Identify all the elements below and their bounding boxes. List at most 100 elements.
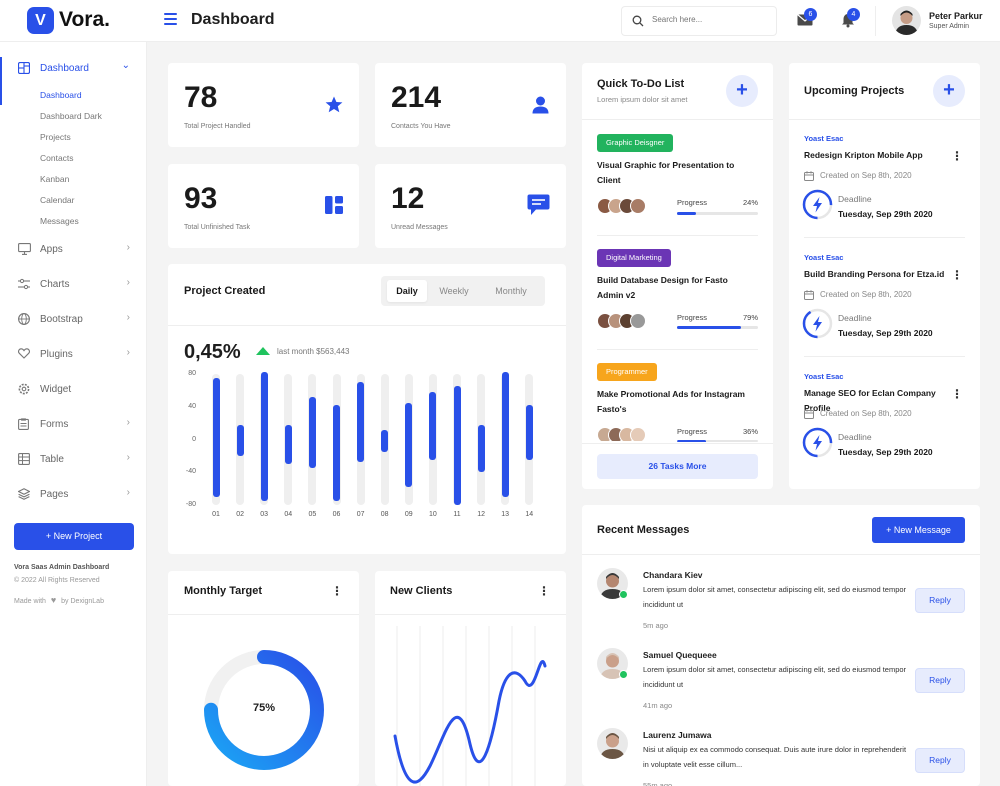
chevron-down-icon: ⌄ [121, 60, 130, 71]
bar-08[interactable] [381, 429, 389, 452]
sidebar-item-bootstrap[interactable]: Bootstrap › [18, 312, 130, 328]
stat-label: Contacts You Have [391, 123, 451, 130]
submenu-dashboard[interactable]: Dashboard [40, 90, 82, 100]
bar-07[interactable] [357, 382, 365, 463]
search-input[interactable] [652, 15, 767, 24]
bar-12[interactable] [477, 424, 485, 473]
chevron-right-icon: › [126, 312, 130, 323]
submenu-messages[interactable]: Messages [40, 216, 79, 226]
project-title[interactable]: Redesign Kripton Mobile App [804, 150, 923, 160]
task-title[interactable]: Make Promotional Ads for Instagram Fasto… [597, 389, 745, 414]
bar-04[interactable] [284, 424, 292, 465]
add-task-button[interactable]: + [726, 75, 758, 107]
sidebar-item-dashboard[interactable]: Dashboard ⌄ [18, 60, 130, 77]
x-tick-label: 14 [525, 511, 534, 518]
submenu-contacts[interactable]: Contacts [40, 153, 74, 163]
bar-05[interactable] [308, 396, 316, 469]
project-client[interactable]: Yoast Esac [804, 134, 844, 143]
more-options-icon[interactable]: ⋮ [951, 387, 963, 401]
more-options-icon[interactable]: ⋮ [951, 149, 963, 163]
user-name[interactable]: Peter Parkur [929, 11, 983, 21]
bar-13[interactable] [501, 372, 509, 497]
sidebar-item-table[interactable]: Table › [18, 452, 130, 468]
more-options-icon[interactable]: ⋮ [331, 584, 343, 598]
chevron-right-icon: › [126, 452, 130, 463]
item-divider [804, 237, 965, 238]
layout-icon [325, 196, 343, 214]
stat-card-messages: 12 Unread Messages [375, 164, 566, 248]
sender-name[interactable]: Samuel Quequeee [643, 650, 717, 660]
bar-11[interactable] [453, 386, 461, 505]
avatar [630, 313, 646, 329]
chat-icon [527, 194, 550, 215]
stat-card-tasks: 93 Total Unfinished Task [168, 164, 359, 248]
sidebar-item-apps[interactable]: Apps › [18, 242, 130, 258]
reply-button[interactable]: Reply [915, 748, 965, 773]
deadline-progress-icon [802, 427, 833, 458]
sidebar-item-label: Charts [40, 279, 70, 290]
card-title: Monthly Target [184, 585, 263, 597]
new-message-button[interactable]: + New Message [872, 517, 965, 543]
new-project-button[interactable]: + New Project [14, 523, 134, 550]
tab-weekly[interactable]: Weekly [439, 286, 469, 296]
task-title[interactable]: Build Database Design for Fasto Admin v2 [597, 275, 728, 300]
card-title: New Clients [390, 585, 453, 597]
tab-monthly[interactable]: Monthly [495, 286, 527, 296]
sender-name[interactable]: Laurenz Jumawa [643, 730, 712, 740]
reply-button[interactable]: Reply [915, 588, 965, 613]
submenu-kanban[interactable]: Kanban [40, 174, 70, 184]
chevron-right-icon: › [126, 347, 130, 358]
card-divider [582, 119, 773, 120]
tab-daily[interactable]: Daily [387, 280, 427, 302]
project-client[interactable]: Yoast Esac [804, 253, 844, 262]
stat-value: 93 [184, 182, 218, 215]
project-title[interactable]: Manage SEO for Eclan Company Profile [804, 388, 936, 413]
sidebar-item-forms[interactable]: Forms › [18, 417, 130, 433]
search-box[interactable] [621, 6, 777, 36]
logo-icon[interactable]: V [27, 7, 54, 34]
submenu-projects[interactable]: Projects [40, 132, 71, 142]
reply-button[interactable]: Reply [915, 668, 965, 693]
bar-10[interactable] [429, 392, 437, 460]
project-title[interactable]: Build Branding Persona for Etza.id [804, 269, 945, 279]
bar-02[interactable] [236, 424, 244, 456]
project-bar-chart: 80 40 0 -40 -80 01 02 03 04 05 06 07 08 09 10 11 12 13 14 [168, 369, 566, 539]
more-options-icon[interactable]: ⋮ [951, 268, 963, 282]
stat-card-projects: 78 Total Project Handled [168, 63, 359, 147]
progress-fill [677, 212, 697, 215]
submenu-calendar[interactable]: Calendar [40, 195, 75, 205]
card-divider [168, 325, 566, 326]
sidebar-item-label: Forms [40, 419, 69, 430]
online-status [619, 590, 628, 599]
sender-name[interactable]: Chandara Kiev [643, 570, 703, 580]
avatar[interactable] [597, 728, 628, 759]
avatar[interactable] [892, 6, 921, 35]
card-divider [375, 614, 566, 615]
brand-name[interactable]: Vora. [59, 8, 110, 31]
message-time: 55m ago [643, 781, 673, 786]
recent-messages-card: Recent Messages + New Message Chandara K… [582, 505, 980, 786]
more-options-icon[interactable]: ⋮ [538, 584, 550, 598]
bar-06[interactable] [333, 405, 340, 501]
card-divider [168, 614, 359, 615]
sidebar-item-pages[interactable]: Pages › [18, 487, 130, 503]
add-project-button[interactable]: + [933, 75, 965, 107]
task-title[interactable]: Visual Graphic for Presentation to Clien… [597, 160, 735, 185]
card-subtitle: Lorem ipsum dolor sit amet [597, 95, 688, 104]
bar-09[interactable] [405, 402, 413, 487]
clipboard-icon [18, 418, 29, 430]
trend-up-icon [256, 347, 270, 355]
bar-14[interactable] [525, 405, 533, 460]
menu-icon[interactable] [164, 13, 177, 25]
sidebar-item-widget[interactable]: Widget [18, 382, 130, 398]
project-client[interactable]: Yoast Esac [804, 372, 844, 381]
submenu-dashboard-dark[interactable]: Dashboard Dark [40, 111, 102, 121]
sidebar-item-plugins[interactable]: Plugins › [18, 347, 130, 363]
avatar[interactable] [597, 568, 628, 599]
sidebar-item-charts[interactable]: Charts › [18, 277, 130, 293]
more-tasks-button[interactable]: 26 Tasks More [597, 454, 758, 479]
bar-01[interactable] [212, 378, 220, 497]
message-text: Nisi ut aliquip ex ea commodo consequat.… [643, 745, 907, 769]
sidebar-item-label: Widget [40, 384, 72, 395]
bar-03[interactable] [260, 372, 268, 501]
